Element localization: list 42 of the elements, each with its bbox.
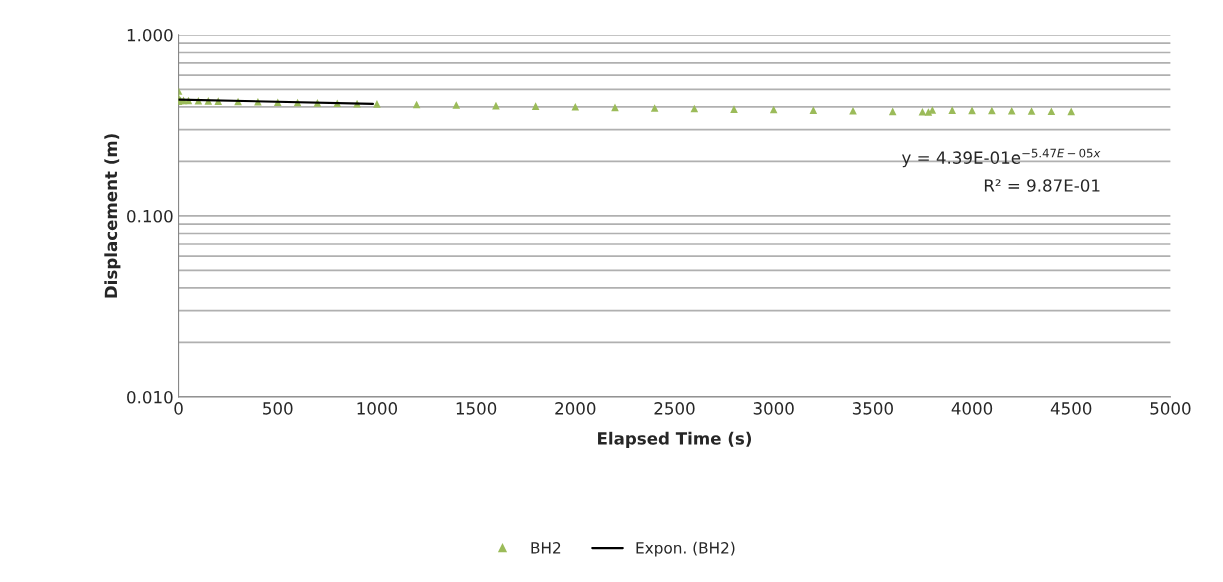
point <box>611 103 619 112</box>
point <box>948 106 957 114</box>
point <box>809 106 818 114</box>
point <box>849 106 857 115</box>
point <box>730 105 738 113</box>
x-tick-label: 3000 <box>753 402 794 415</box>
y-axis-title: Displacement (m) <box>104 134 121 298</box>
x-tick-label: 1000 <box>357 402 398 415</box>
x-tick-label: 500 <box>263 402 293 415</box>
point <box>968 106 976 115</box>
point <box>412 100 421 109</box>
legend-label: Expon. (BH2) <box>636 541 735 557</box>
point <box>452 101 461 109</box>
x-tick-label: 1500 <box>456 402 497 415</box>
y-tick-label: 1.000 <box>127 28 173 42</box>
point <box>1067 107 1076 116</box>
point <box>918 108 927 116</box>
point <box>373 100 381 108</box>
point <box>888 107 897 116</box>
point <box>690 104 699 113</box>
point <box>769 105 778 114</box>
x-tick-label: 4500 <box>1050 402 1092 415</box>
y-tick-label: 0.010 <box>127 390 173 404</box>
annotation: y = 4.39E-01e$^{−5.47E−05x}$ <box>901 148 1101 168</box>
point <box>531 102 540 110</box>
point <box>571 102 580 111</box>
x-tick-label: 3500 <box>852 402 893 415</box>
annotation: R² = 9.87E-01 <box>984 179 1100 192</box>
point <box>1047 107 1056 115</box>
point <box>988 106 996 115</box>
x-tick-label: 5000 <box>1150 402 1191 415</box>
point <box>924 108 933 116</box>
point <box>1027 107 1036 115</box>
x-tick-label: 2500 <box>654 402 695 415</box>
x-tick-label: 0 <box>174 402 183 415</box>
x-tick-label: 2000 <box>555 402 596 415</box>
x-axis-title: Elapsed Time (s) <box>598 431 752 448</box>
y-tick-label: 0.100 <box>127 209 173 223</box>
legend-label: BH2 <box>531 542 561 554</box>
point <box>650 104 659 112</box>
point <box>1007 106 1016 115</box>
x-tick-label: 4000 <box>951 402 993 415</box>
